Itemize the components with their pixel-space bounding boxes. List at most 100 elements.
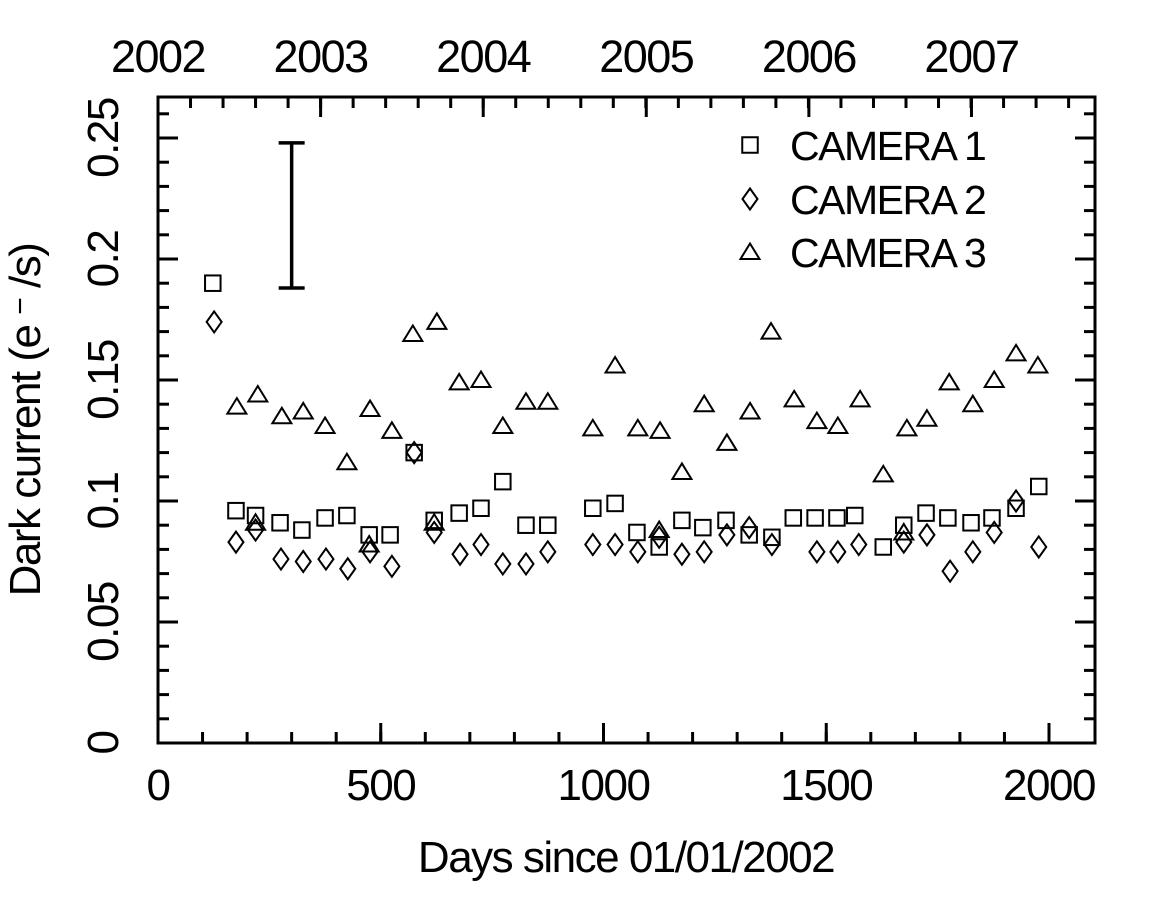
camera2-point [895, 529, 913, 555]
camera3-point [648, 420, 672, 439]
legend-label-camera2: CAMERA 2 [790, 177, 985, 223]
camera2-point [808, 539, 826, 565]
camera1-point [939, 509, 957, 527]
camera3-point [313, 415, 337, 434]
y-axis-label-suffix: /s) [1, 244, 50, 288]
camera2-point [763, 532, 781, 557]
y-tick-label: 0 [79, 731, 128, 754]
camera2-point [629, 539, 647, 565]
camera3-point [715, 432, 739, 451]
camera3-point [581, 417, 605, 437]
y-tick-label: 0.05 [79, 582, 128, 662]
camera3-point [536, 391, 560, 410]
camera2-point [451, 542, 469, 567]
camera3-point [915, 408, 939, 427]
camera2-point [695, 539, 713, 565]
camera3-point [357, 534, 381, 553]
camera1-point [874, 538, 893, 556]
camera2-point [985, 520, 1003, 545]
camera3-point [961, 393, 985, 413]
camera2-point [650, 525, 668, 550]
camera2-point [227, 529, 245, 555]
camera3-point [358, 398, 382, 418]
camera1-point [381, 526, 399, 544]
camera1-point [517, 516, 535, 534]
y-axis-label-prefix: Dark current (e [1, 325, 50, 596]
camera2-point [272, 546, 290, 572]
camera3-point [692, 393, 716, 413]
camera3-point [759, 321, 783, 340]
camera2-point [339, 556, 357, 581]
camera3-point [647, 519, 671, 539]
camera3-point [738, 401, 762, 420]
camera3-point [982, 369, 1006, 388]
camera1-point [293, 521, 311, 539]
x-tick-label: 1000 [558, 761, 650, 810]
camera1-point [763, 528, 781, 547]
legend-marker-diamond [741, 186, 759, 212]
y-tick-label: 0.15 [79, 340, 128, 420]
camera3-point [491, 415, 515, 434]
camera1-point [917, 504, 935, 522]
legend-label-camera1: CAMERA 1 [790, 123, 985, 169]
camera2-point [829, 539, 847, 565]
x-axis-label: Days since 01/01/2002 [418, 833, 834, 882]
camera3-point [892, 522, 916, 541]
camera2-point [718, 522, 736, 548]
camera2-point [740, 515, 758, 540]
camera3-point [422, 512, 446, 531]
camera3-point [603, 355, 627, 374]
camera2-point [964, 539, 982, 565]
camera3-point [937, 372, 961, 391]
camera1-point [673, 511, 691, 530]
camera3-point [1026, 355, 1050, 374]
camera1-point [606, 494, 624, 513]
camera1-point [338, 506, 356, 525]
camera3-point [425, 311, 449, 330]
camera1-point [628, 523, 646, 542]
camera3-point [246, 384, 270, 403]
camera2-point [1030, 534, 1048, 560]
camera1-point [539, 516, 557, 534]
y-tick-label: 0.2 [79, 231, 128, 288]
camera2-point [317, 546, 335, 572]
camera1-point [472, 499, 490, 518]
camera3-point [447, 372, 471, 391]
top-year-label: 2002 [111, 31, 205, 82]
camera3-point [871, 463, 895, 483]
camera2-point [584, 532, 602, 557]
camera1-point [405, 443, 423, 462]
top-year-label: 2004 [436, 31, 531, 82]
legend-label-camera3: CAMERA 3 [790, 230, 985, 276]
camera1-point [828, 509, 846, 527]
camera1-point [271, 514, 289, 532]
camera3-point [805, 410, 829, 430]
camera3-point [826, 415, 850, 434]
y-tick-label: 0.25 [79, 98, 128, 178]
camera3-point [291, 401, 315, 420]
camera2-point [539, 539, 557, 565]
camera1-point [450, 504, 468, 522]
camera2-point [606, 532, 624, 557]
camera1-point [204, 274, 222, 292]
camera1-point [1007, 499, 1025, 518]
camera2-point [941, 558, 959, 584]
camera1-point [1030, 477, 1048, 496]
camera1-point [227, 501, 245, 520]
camera3-point [225, 396, 249, 415]
camera3-point [401, 323, 425, 343]
camera1-point [246, 506, 265, 525]
camera3-point [782, 388, 806, 408]
camera3-point [335, 451, 359, 471]
camera3-point [380, 420, 404, 439]
top-year-label: 2003 [274, 31, 369, 82]
camera1-point [846, 506, 864, 525]
y-axis-label-superscript-minus: − [4, 298, 37, 315]
y-axis-label: Dark current (e − /s) [1, 244, 50, 597]
camera3-point [270, 405, 294, 425]
camera3-point [514, 391, 538, 410]
camera2-point [472, 532, 490, 557]
camera2-point [205, 309, 223, 335]
camera1-point [784, 509, 803, 527]
